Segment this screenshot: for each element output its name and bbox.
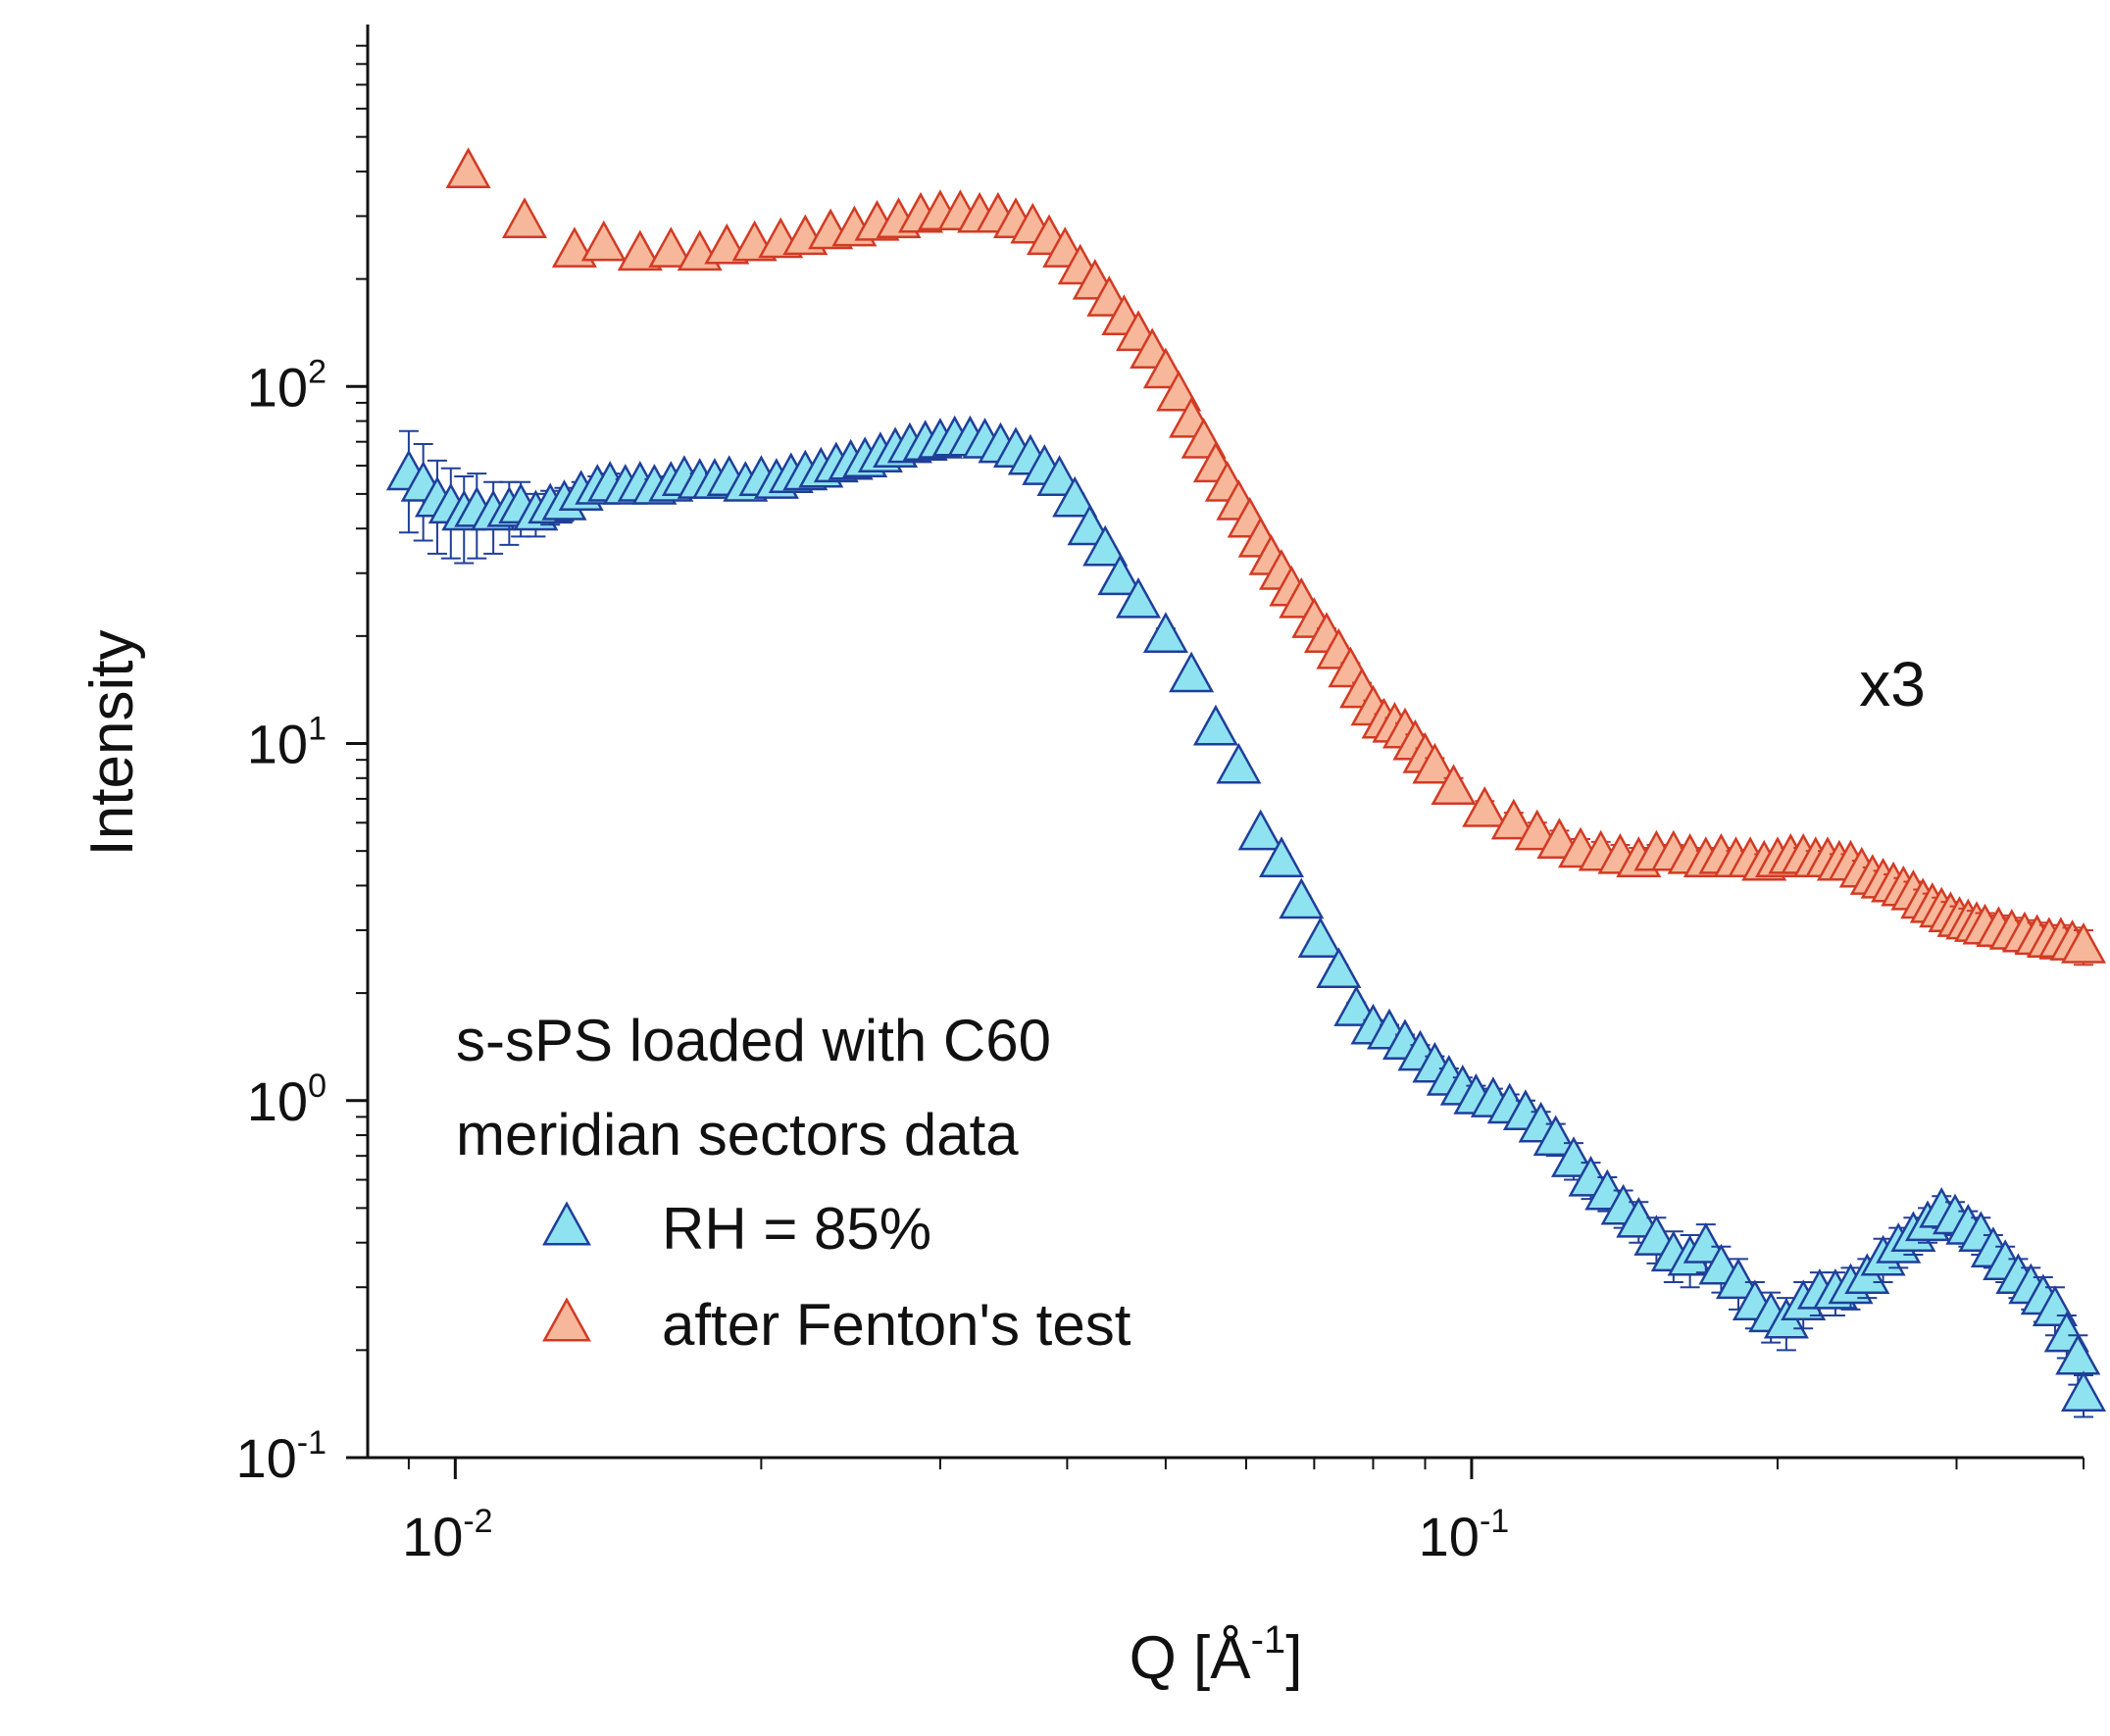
data-point: [1431, 764, 1477, 806]
data-point: [1532, 1115, 1579, 1157]
series-0: [385, 415, 2107, 1418]
data-point: [1036, 455, 1082, 496]
scale-annotation: x3: [1859, 649, 1926, 719]
data-point: [1279, 877, 1325, 919]
data-point: [445, 147, 491, 189]
data-point: [1192, 704, 1238, 746]
data-point: [1156, 370, 1202, 412]
series-layer: [385, 147, 2107, 1418]
legend-title-line: s-sPS loaded with C60: [456, 1008, 1051, 1073]
data-point: [1297, 917, 1343, 958]
y-tick-label: 100: [247, 1067, 327, 1132]
data-point: [2060, 922, 2107, 964]
data-point: [1216, 742, 1262, 784]
legend-marker: [542, 1297, 591, 1342]
data-point: [2055, 1333, 2101, 1375]
y-tick-label: 101: [247, 711, 327, 775]
data-point: [1082, 524, 1129, 567]
data-point: [1169, 651, 1215, 693]
legend-marker: [542, 1201, 591, 1246]
data-point: [1316, 947, 1362, 989]
data-point: [617, 229, 663, 272]
data-point: [580, 220, 627, 262]
data-point: [1462, 786, 1508, 827]
data-point: [1490, 798, 1536, 840]
legend-entry-label: after Fenton's test: [662, 1292, 1131, 1358]
y-axis-title: Intensity: [78, 630, 146, 857]
data-point: [1115, 577, 1162, 619]
data-point: [1258, 836, 1305, 878]
data-point: [1237, 809, 1283, 851]
legend-title-line: meridian sectors data: [456, 1102, 1019, 1167]
data-point: [1142, 612, 1188, 653]
data-point: [1683, 1222, 1729, 1264]
y-tick-label: 10-1: [235, 1424, 327, 1489]
y-tick-label: 102: [247, 353, 327, 418]
data-point: [2060, 1370, 2107, 1412]
x-tick-label: 10-2: [402, 1503, 493, 1567]
x-axis-title: Q [Å-1]: [1130, 1618, 1303, 1692]
x-tick-label: 10-1: [1419, 1503, 1510, 1567]
data-point: [1097, 554, 1143, 596]
data-point: [648, 226, 694, 268]
labels-layer: 10-1 100 101 102 10-2 10-1 Q [Å-1] Intensity x3: [78, 353, 1926, 1692]
data-point: [1550, 1136, 1597, 1177]
series-1: [445, 147, 2107, 967]
legend-entry-label: RH = 85%: [662, 1196, 931, 1262]
axes-layer: [346, 25, 2085, 1479]
data-point: [1412, 742, 1458, 784]
data-point: [1052, 475, 1098, 518]
legend: s-sPS loaded with C60 meridian sectors da…: [456, 1008, 1131, 1358]
data-point: [501, 197, 548, 238]
data-point: [1715, 1258, 1762, 1300]
